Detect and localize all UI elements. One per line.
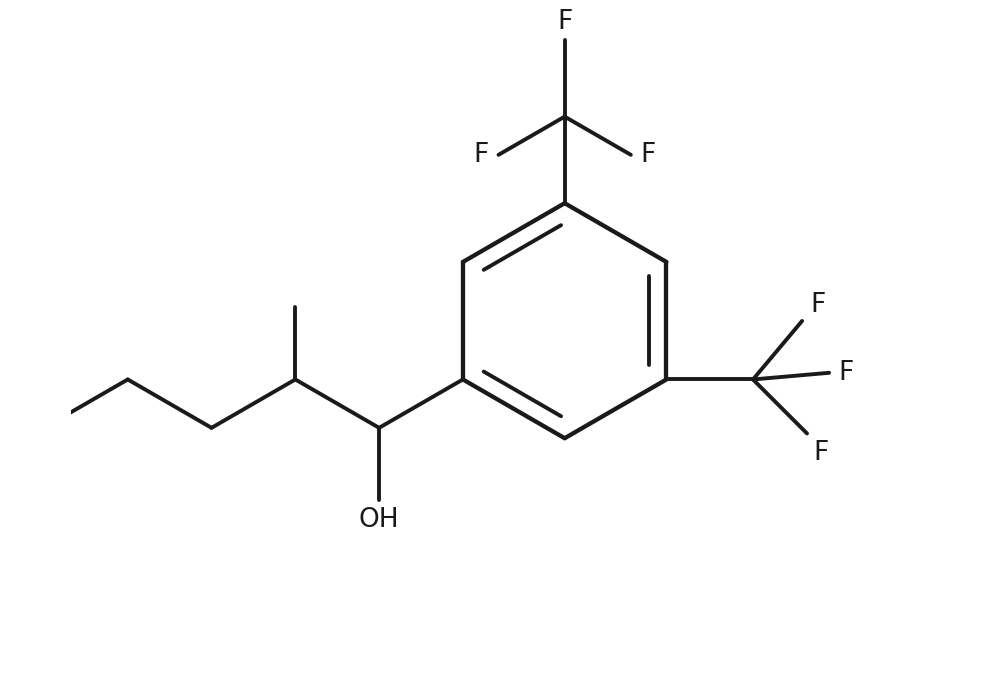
Text: F: F (473, 142, 488, 168)
Text: OH: OH (358, 506, 399, 533)
Text: F: F (809, 292, 824, 318)
Text: F: F (812, 439, 827, 466)
Text: F: F (838, 360, 853, 386)
Text: F: F (640, 142, 655, 168)
Text: F: F (557, 9, 572, 34)
